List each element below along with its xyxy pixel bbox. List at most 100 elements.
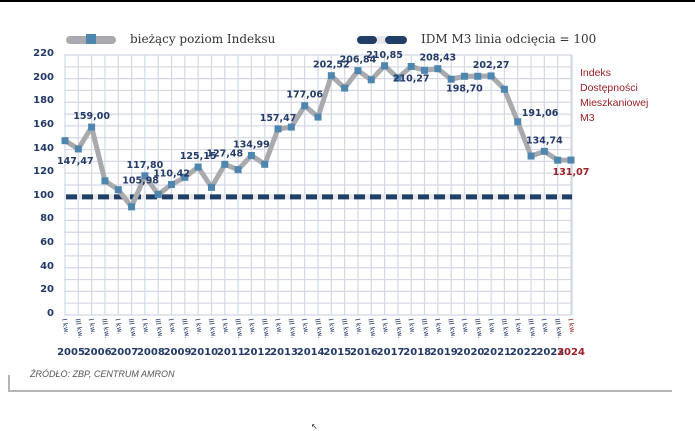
data-label: 157,47 xyxy=(260,113,297,124)
data-label: 210,85 xyxy=(366,50,403,61)
data-label: 127,48 xyxy=(206,148,243,159)
x-quarter-label: III kw. xyxy=(446,318,457,339)
x-year-label: 2020 xyxy=(457,347,485,358)
x-quarter-label: I kw. xyxy=(167,318,178,335)
x-quarter-label: III kw. xyxy=(233,318,244,339)
data-point-marker xyxy=(234,166,242,174)
y-tick-label: 100 xyxy=(33,189,54,201)
data-point-marker xyxy=(407,62,415,70)
data-point-marker xyxy=(168,181,176,189)
top-border xyxy=(0,0,695,2)
x-quarter-label: I kw. xyxy=(113,318,124,335)
x-quarter-label: I kw. xyxy=(300,318,311,335)
x-year-label: 2014 xyxy=(297,347,325,358)
x-quarter-label: I kw. xyxy=(326,318,337,335)
data-point-marker xyxy=(381,62,389,70)
data-point-marker xyxy=(301,102,309,110)
legend-index: bieżący poziom Indeksu xyxy=(66,32,275,46)
data-point-marker xyxy=(460,72,468,80)
x-quarter-label: III kw. xyxy=(153,318,164,339)
x-quarter-label: III kw. xyxy=(180,318,191,339)
x-quarter-label: I kw. xyxy=(486,318,497,335)
data-point-marker xyxy=(141,172,149,180)
x-quarter-label: III kw. xyxy=(207,318,218,339)
x-quarter-label: III kw. xyxy=(499,318,510,339)
x-quarter-label: I kw. xyxy=(539,318,550,335)
data-point-marker xyxy=(554,156,562,164)
x-year-label: 2011 xyxy=(217,347,245,358)
data-point-marker xyxy=(567,156,575,164)
x-quarter-label: I kw. xyxy=(380,318,391,335)
data-point-marker xyxy=(421,66,429,74)
data-point-marker xyxy=(287,123,295,131)
x-quarter-label: III kw. xyxy=(286,318,297,339)
data-point-marker xyxy=(128,203,136,211)
side-title-line: Indeks xyxy=(580,67,611,79)
mouse-cursor-icon: ↖ xyxy=(311,422,318,431)
x-quarter-label: III kw. xyxy=(313,318,324,339)
data-label: 208,43 xyxy=(420,53,457,64)
x-quarter-label: I kw. xyxy=(513,318,524,335)
data-point-marker xyxy=(487,72,495,80)
data-point-marker xyxy=(394,74,402,82)
x-year-label: 2016 xyxy=(350,347,378,358)
x-quarter-label: III kw. xyxy=(420,318,431,339)
frame-line-bottom xyxy=(8,390,672,392)
data-point-marker xyxy=(88,123,96,131)
x-quarter-label: I kw. xyxy=(460,318,471,335)
data-point-marker xyxy=(221,160,229,168)
x-quarter-label: III kw. xyxy=(366,318,377,339)
data-label: 105,98 xyxy=(122,176,159,187)
x-quarter-label: I kw. xyxy=(433,318,444,335)
x-year-label: 2012 xyxy=(243,347,271,358)
data-point-marker xyxy=(540,147,548,155)
x-quarter-label: III kw. xyxy=(526,318,537,339)
data-point-marker xyxy=(74,145,82,153)
x-quarter-label: III kw. xyxy=(73,318,84,339)
x-quarter-label: I kw. xyxy=(566,318,577,335)
x-quarter-label: I kw. xyxy=(220,318,231,335)
legend-index-label: bieżący poziom Indeksu xyxy=(130,32,276,46)
legend-dashed-line-icon xyxy=(357,35,407,44)
x-quarter-label: I kw. xyxy=(60,318,71,335)
side-title-line: M3 xyxy=(580,112,595,124)
data-point-marker xyxy=(207,183,215,191)
data-label: 191,06 xyxy=(522,108,559,119)
x-year-label: 2024 xyxy=(557,347,585,358)
x-quarter-label: III kw. xyxy=(127,318,138,339)
x-quarter-label: III kw. xyxy=(100,318,111,339)
data-label: 202,52 xyxy=(313,60,350,71)
x-quarter-label: I kw. xyxy=(246,318,257,335)
x-quarter-label: I kw. xyxy=(353,318,364,335)
x-year-label: 2017 xyxy=(377,347,405,358)
data-label: 177,06 xyxy=(286,90,323,101)
data-point-marker xyxy=(101,177,109,185)
data-point-marker xyxy=(354,67,362,75)
data-label: 202,27 xyxy=(473,60,510,71)
x-quarter-label: III kw. xyxy=(393,318,404,339)
y-tick-label: 80 xyxy=(40,213,54,225)
x-year-label: 2023 xyxy=(536,347,564,358)
data-label: 134,99 xyxy=(233,139,270,150)
chart-side-title: Indeks Dostępności Mieszkaniowej M3 xyxy=(580,66,648,126)
data-point-marker xyxy=(341,84,349,92)
data-point-marker xyxy=(474,72,482,80)
data-point-marker xyxy=(514,118,522,126)
x-quarter-label: I kw. xyxy=(87,318,98,335)
data-label: 110,42 xyxy=(153,169,190,180)
data-point-marker xyxy=(367,76,375,84)
data-label: 134,74 xyxy=(526,135,563,146)
x-year-label: 2019 xyxy=(430,347,458,358)
x-year-label: 2022 xyxy=(510,347,538,358)
y-tick-label: 120 xyxy=(33,166,54,178)
y-tick-label: 200 xyxy=(33,71,54,83)
data-label: 131,07 xyxy=(553,167,590,178)
data-point-marker xyxy=(327,72,335,80)
x-quarter-label: I kw. xyxy=(406,318,417,335)
data-point-marker xyxy=(154,190,162,198)
x-year-label: 2018 xyxy=(403,347,431,358)
data-point-marker xyxy=(61,137,69,145)
y-tick-label: 140 xyxy=(33,142,54,154)
x-quarter-label: III kw. xyxy=(340,318,351,339)
